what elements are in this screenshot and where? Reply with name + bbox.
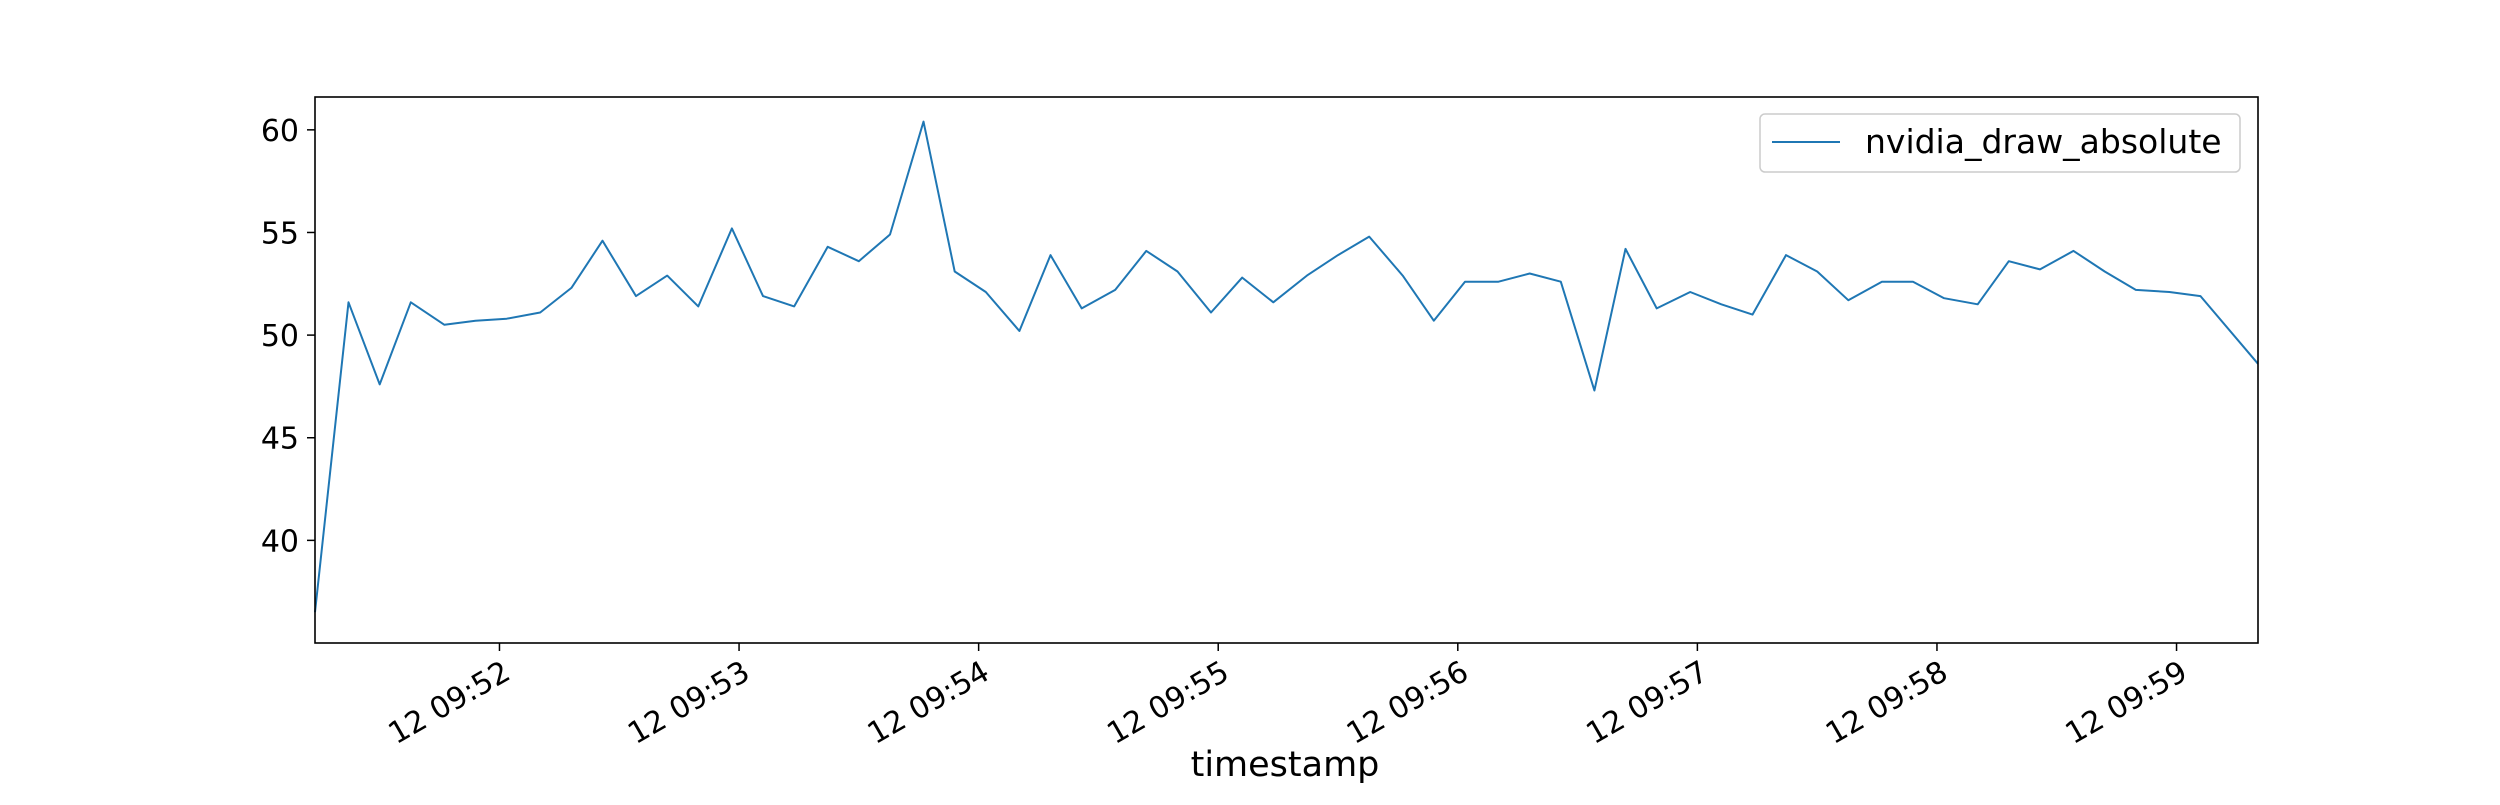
legend-label: nvidia_draw_absolute [1865, 122, 2222, 161]
series-line-0 [314, 120, 2259, 613]
y-tick-label: 60 [261, 114, 299, 149]
legend-box [1759, 113, 2241, 173]
plot-area [314, 96, 2259, 644]
plot-frame [314, 96, 2259, 644]
x-axis-label: timestamp [1191, 745, 1380, 785]
y-tick-label: 50 [261, 319, 299, 354]
legend: nvidia_draw_absolute [1759, 113, 2241, 173]
y-tick-label: 40 [261, 524, 299, 559]
y-tick-label: 45 [261, 422, 299, 457]
y-axis: 40 45 50 55 60 [261, 114, 315, 559]
y-tick-label: 55 [261, 216, 299, 251]
